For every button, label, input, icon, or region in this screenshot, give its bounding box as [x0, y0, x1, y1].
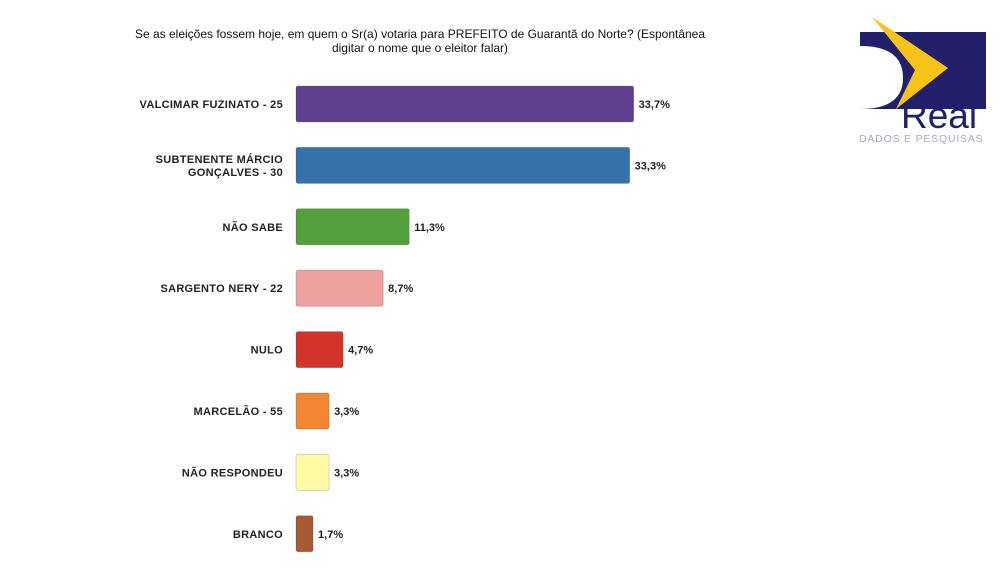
bar-chart: 33,7% VALCIMAR FUZINATO - 25 33,3% SUBTENEN…	[140, 85, 670, 553]
category-label-1-line-0: SUBTENENTE MÁRCIO	[156, 153, 283, 166]
bar-3	[295, 269, 384, 307]
category-label-3: SARGENTO NERY - 22	[160, 283, 283, 295]
category-label-1-line-1: GONÇALVES - 30	[188, 167, 283, 179]
value-label-2: 11,3%	[414, 222, 445, 234]
value-label-1: 33,3%	[635, 160, 666, 172]
bar-7	[295, 515, 314, 553]
category-label-5: MARCELÃO - 55	[194, 405, 283, 418]
value-label-5: 3,3%	[334, 406, 359, 418]
chart-title: Se as eleições fossem hoje, em quem o Sr…	[134, 27, 706, 55]
category-label-0: VALCIMAR FUZINATO - 25	[140, 99, 284, 111]
bar-0	[295, 85, 634, 123]
value-label-3: 8,7%	[388, 283, 413, 295]
logo-wordmark: Real	[901, 95, 978, 136]
logo-subtitle: DADOS E PESQUISAS	[859, 133, 984, 145]
real-logo: Real DADOS E PESQUISAS	[855, 14, 995, 149]
value-label-7: 1,7%	[318, 529, 343, 541]
category-label-6: NÃO RESPONDEU	[182, 466, 283, 479]
category-label-2: NÃO SABE	[223, 221, 283, 234]
value-label-4: 4,7%	[348, 345, 373, 357]
category-label-7: BRANCO	[233, 529, 283, 541]
category-label-4: NULO	[251, 345, 284, 357]
bar-1	[295, 147, 630, 184]
bar-2	[295, 208, 410, 246]
value-label-0: 33,7%	[639, 99, 670, 111]
bar-5	[295, 392, 330, 430]
logo-emblem	[860, 17, 986, 109]
bar-4	[295, 331, 344, 368]
bar-6	[295, 454, 330, 491]
value-label-6: 3,3%	[334, 467, 359, 479]
logo-yellow-arrow	[872, 17, 948, 109]
logo-white-d	[860, 46, 903, 109]
